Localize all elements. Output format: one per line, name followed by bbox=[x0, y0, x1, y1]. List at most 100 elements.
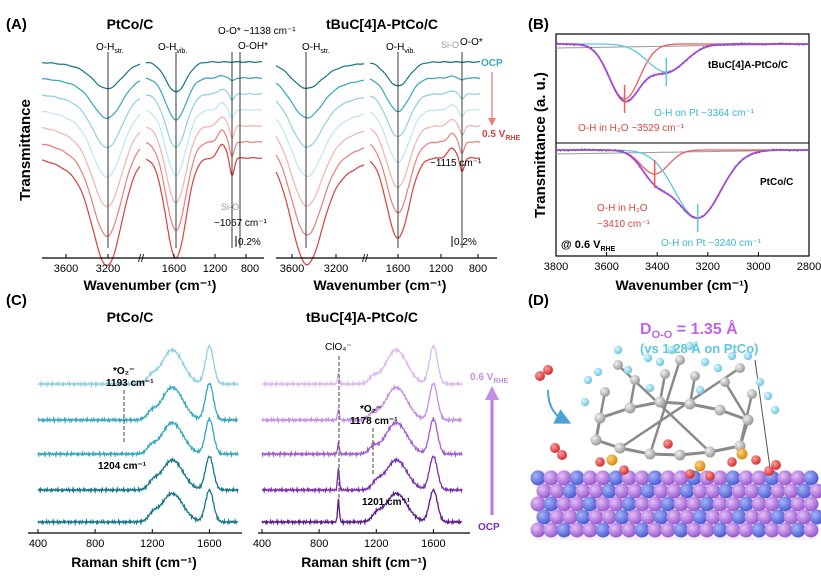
c-spectrum-1 bbox=[261, 382, 463, 425]
carbon-atom bbox=[590, 434, 602, 446]
co-atom bbox=[699, 496, 715, 512]
hydrogen-atom bbox=[713, 363, 723, 373]
carbon-atom bbox=[613, 360, 623, 370]
pt-atom bbox=[543, 522, 559, 538]
panel-c: PtCo/C tBuC[4]A-PtCo/C 400 800 1200 1600 400… bbox=[28, 309, 508, 570]
hydrogen-atom bbox=[700, 357, 710, 367]
c-right-arrowhead bbox=[485, 386, 499, 400]
pt-atom bbox=[705, 509, 721, 525]
a-left-ooh: O-OH* bbox=[238, 41, 268, 52]
pt-atom bbox=[582, 470, 598, 486]
a-left-ohvib: O-Hvib. bbox=[158, 42, 187, 55]
c-ticks: 400 800 1200 1600 400 800 1200 1600 bbox=[29, 529, 446, 550]
a-left-scale: 0.2% bbox=[238, 237, 261, 248]
pt-atom bbox=[556, 470, 572, 486]
o2-atom bbox=[550, 443, 560, 453]
oxygen-atom bbox=[727, 457, 737, 467]
oxygen-atom bbox=[705, 471, 715, 481]
pt-atom bbox=[738, 470, 754, 486]
pt-atom bbox=[731, 483, 747, 499]
b-tick-label: 3400 bbox=[645, 261, 669, 273]
carbon-atom bbox=[742, 414, 754, 426]
c-spectrum-0 bbox=[37, 343, 239, 389]
a-left-break: // bbox=[138, 253, 145, 265]
a-left-ticks bbox=[65, 254, 247, 258]
hydrogen-atom bbox=[580, 397, 590, 407]
pt-atom bbox=[530, 522, 546, 538]
pt-atom bbox=[660, 522, 676, 538]
a-spectrum-hi-s3 bbox=[275, 96, 365, 148]
b-fit-sum bbox=[556, 149, 808, 220]
a-right-tick-1200: 1200 bbox=[429, 263, 453, 275]
co-atom bbox=[777, 496, 793, 512]
co-atom bbox=[790, 522, 806, 538]
a-spectrum-lo-OCP bbox=[369, 60, 481, 87]
pt-atom bbox=[751, 470, 767, 486]
co-atom bbox=[796, 483, 812, 499]
pt-atom bbox=[770, 483, 786, 499]
a-right-spectra bbox=[275, 52, 481, 266]
a-ylabel: Transmittance bbox=[17, 99, 34, 201]
pt-atom bbox=[679, 509, 695, 525]
bond bbox=[648, 359, 682, 455]
adsorption-arrow bbox=[547, 389, 572, 424]
o2-atom-adsorbed bbox=[771, 460, 781, 470]
pt-atom bbox=[595, 470, 611, 486]
hydrogen-atom bbox=[763, 391, 773, 401]
c-right-ocp: OCP bbox=[478, 522, 500, 533]
c-left-xlabel: Raman shift (cm⁻¹) bbox=[71, 554, 197, 570]
co-atom bbox=[569, 470, 585, 486]
b-bottom-red1: O-H in H₂O bbox=[597, 203, 648, 214]
a-spectrum-lo-s5 bbox=[369, 118, 481, 189]
a-left-spectra bbox=[41, 52, 263, 266]
pt-atom bbox=[647, 522, 663, 538]
c-spectrum-4 bbox=[37, 488, 239, 527]
c-right-1178: 1178 cm⁻¹ bbox=[350, 416, 398, 427]
co-atom bbox=[751, 522, 767, 538]
b-ylabel: Transmittance (a. u.) bbox=[532, 72, 549, 218]
a-spectrum-hi-s4 bbox=[275, 113, 365, 178]
a-right-tick-3200: 3200 bbox=[324, 263, 348, 275]
a-spectrum-hi-s4 bbox=[42, 110, 141, 179]
b-top-label: tBuC[4]A-PtCo/C bbox=[708, 60, 788, 71]
b-ticks: 3800 3600 3400 3200 3000 2800 bbox=[544, 252, 821, 273]
pt-atom bbox=[738, 522, 754, 538]
a-spectrum-lo-0.5 VRHE bbox=[145, 143, 263, 259]
c-right-clo4: ClO₄⁻ bbox=[325, 342, 352, 353]
a-spectrum-hi-s5 bbox=[275, 130, 365, 207]
a-right-ocp: OCP bbox=[481, 58, 503, 69]
hydrogen-atom bbox=[583, 375, 593, 385]
hydrogen-atom bbox=[743, 351, 753, 361]
pt-atom bbox=[718, 509, 734, 525]
panel-label-d: (D) bbox=[528, 292, 549, 309]
b-tick-label: 3000 bbox=[746, 261, 770, 273]
c-right-top: 0.6 VRHE bbox=[470, 372, 508, 385]
a-left-sio: Si-O bbox=[221, 202, 239, 212]
hydrogen-atom bbox=[613, 345, 623, 355]
pt-atom bbox=[764, 496, 780, 512]
a-right-break: // bbox=[362, 253, 369, 265]
hydrogen-atom bbox=[655, 357, 665, 367]
co-atom bbox=[738, 496, 754, 512]
a-left-ohstr: O-Hstr. bbox=[96, 42, 124, 55]
a-right-ohvib: O-Hvib. bbox=[386, 42, 415, 55]
pt-surface-illustration bbox=[530, 470, 821, 540]
co-atom bbox=[660, 496, 676, 512]
co-atom bbox=[536, 509, 552, 525]
b-curves bbox=[555, 42, 809, 232]
b-top-cyan: O-H on Pt ~3364 cm⁻¹ bbox=[654, 108, 755, 119]
a-right-sio: Si-O bbox=[441, 40, 459, 50]
oxygen-atom bbox=[685, 469, 695, 479]
a-spectrum-hi-s2 bbox=[275, 79, 365, 119]
pt-atom bbox=[569, 496, 585, 512]
hydrogen-atom bbox=[755, 377, 765, 387]
hydrogen-atom bbox=[623, 365, 633, 375]
pt-atom bbox=[699, 522, 715, 538]
panel-a: Transmittance PtCo/C tBuC[4]A-PtCo/C // … bbox=[17, 16, 520, 293]
a-spectrum-hi-s6 bbox=[41, 143, 141, 238]
pt-atom bbox=[744, 483, 760, 499]
a-spectrum-hi-s6 bbox=[275, 147, 365, 236]
o2-atom-adsorbed bbox=[764, 466, 774, 476]
co-atom bbox=[543, 496, 559, 512]
